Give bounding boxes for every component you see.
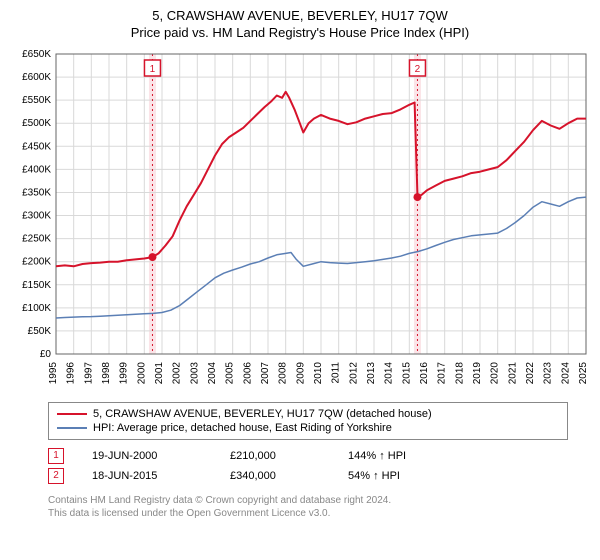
svg-text:£50K: £50K <box>28 326 52 337</box>
svg-text:2020: 2020 <box>490 361 501 384</box>
transaction-price: £210,000 <box>230 450 320 462</box>
svg-text:1999: 1999 <box>119 361 130 384</box>
transaction-badge: 2 <box>48 468 64 484</box>
svg-text:£350K: £350K <box>22 187 51 198</box>
svg-text:£250K: £250K <box>22 233 51 244</box>
svg-text:£600K: £600K <box>22 72 51 83</box>
transaction-price: £340,000 <box>230 470 320 482</box>
svg-text:£150K: £150K <box>22 280 51 291</box>
svg-text:£550K: £550K <box>22 95 51 106</box>
chart-area: £0 £50K £100K £150K £200K £250K £300K £350K £400… <box>10 46 590 396</box>
transactions-table: 1 19-JUN-2000 £210,000 144% ↑ HPI 2 18-JUN-20… <box>48 446 590 486</box>
legend-row: HPI: Average price, detached house, East… <box>57 421 559 435</box>
footnote-line-2: This data is licensed under the Open Gov… <box>48 508 330 519</box>
svg-text:2018: 2018 <box>454 361 465 384</box>
svg-text:1995: 1995 <box>48 361 59 384</box>
svg-text:2019: 2019 <box>472 361 483 384</box>
transaction-pct: 54% ↑ HPI <box>348 470 438 482</box>
svg-text:1998: 1998 <box>101 361 112 384</box>
legend-box: 5, CRAWSHAW AVENUE, BEVERLEY, HU17 7QW (… <box>48 402 568 440</box>
svg-text:2002: 2002 <box>172 361 183 384</box>
svg-text:£650K: £650K <box>22 49 51 60</box>
svg-text:2024: 2024 <box>560 361 571 384</box>
svg-text:2010: 2010 <box>313 361 324 384</box>
footnote: Contains HM Land Registry data © Crown c… <box>48 494 578 520</box>
line-chart-svg: £0 £50K £100K £150K £200K £250K £300K £350K £400… <box>10 46 590 396</box>
svg-text:2011: 2011 <box>331 361 342 383</box>
svg-text:2013: 2013 <box>366 361 377 384</box>
footnote-line-1: Contains HM Land Registry data © Crown c… <box>48 495 391 506</box>
svg-text:1997: 1997 <box>83 361 94 384</box>
svg-text:2008: 2008 <box>278 361 289 384</box>
svg-text:2021: 2021 <box>507 361 518 384</box>
svg-text:2007: 2007 <box>260 361 271 384</box>
chart-title: 5, CRAWSHAW AVENUE, BEVERLEY, HU17 7QW <box>10 8 590 25</box>
legend-swatch <box>57 413 87 415</box>
transaction-date: 19-JUN-2000 <box>92 450 202 462</box>
legend-label: 5, CRAWSHAW AVENUE, BEVERLEY, HU17 7QW (… <box>93 408 432 420</box>
svg-text:2005: 2005 <box>225 361 236 384</box>
legend-row: 5, CRAWSHAW AVENUE, BEVERLEY, HU17 7QW (… <box>57 407 559 421</box>
transaction-pct: 144% ↑ HPI <box>348 450 438 462</box>
svg-text:£400K: £400K <box>22 164 51 175</box>
transaction-row: 1 19-JUN-2000 £210,000 144% ↑ HPI <box>48 446 590 466</box>
svg-text:2006: 2006 <box>242 361 253 384</box>
svg-text:£100K: £100K <box>22 303 51 314</box>
transaction-row: 2 18-JUN-2015 £340,000 54% ↑ HPI <box>48 466 590 486</box>
legend-label: HPI: Average price, detached house, East… <box>93 422 392 434</box>
svg-text:2004: 2004 <box>207 361 218 384</box>
svg-text:2: 2 <box>415 64 421 75</box>
page-container: 5, CRAWSHAW AVENUE, BEVERLEY, HU17 7QW P… <box>0 0 600 560</box>
svg-text:2012: 2012 <box>348 361 359 384</box>
svg-text:2016: 2016 <box>419 361 430 384</box>
svg-text:2017: 2017 <box>437 361 448 384</box>
transaction-date: 18-JUN-2015 <box>92 470 202 482</box>
transaction-badge: 1 <box>48 448 64 464</box>
chart-subtitle: Price paid vs. HM Land Registry's House … <box>10 25 590 42</box>
svg-text:2025: 2025 <box>578 361 589 384</box>
svg-text:2022: 2022 <box>525 361 536 384</box>
svg-text:£0: £0 <box>40 349 52 360</box>
svg-text:2000: 2000 <box>136 361 147 384</box>
svg-text:£300K: £300K <box>22 210 51 221</box>
svg-text:2023: 2023 <box>543 361 554 384</box>
svg-text:£200K: £200K <box>22 256 51 267</box>
svg-text:2009: 2009 <box>295 361 306 384</box>
svg-text:2014: 2014 <box>384 361 395 384</box>
svg-text:1: 1 <box>150 64 156 75</box>
svg-text:1996: 1996 <box>66 361 77 384</box>
svg-text:£500K: £500K <box>22 118 51 129</box>
svg-text:2015: 2015 <box>401 361 412 384</box>
svg-text:2003: 2003 <box>189 361 200 384</box>
svg-text:£450K: £450K <box>22 141 51 152</box>
legend-swatch <box>57 427 87 429</box>
svg-text:2001: 2001 <box>154 361 165 384</box>
